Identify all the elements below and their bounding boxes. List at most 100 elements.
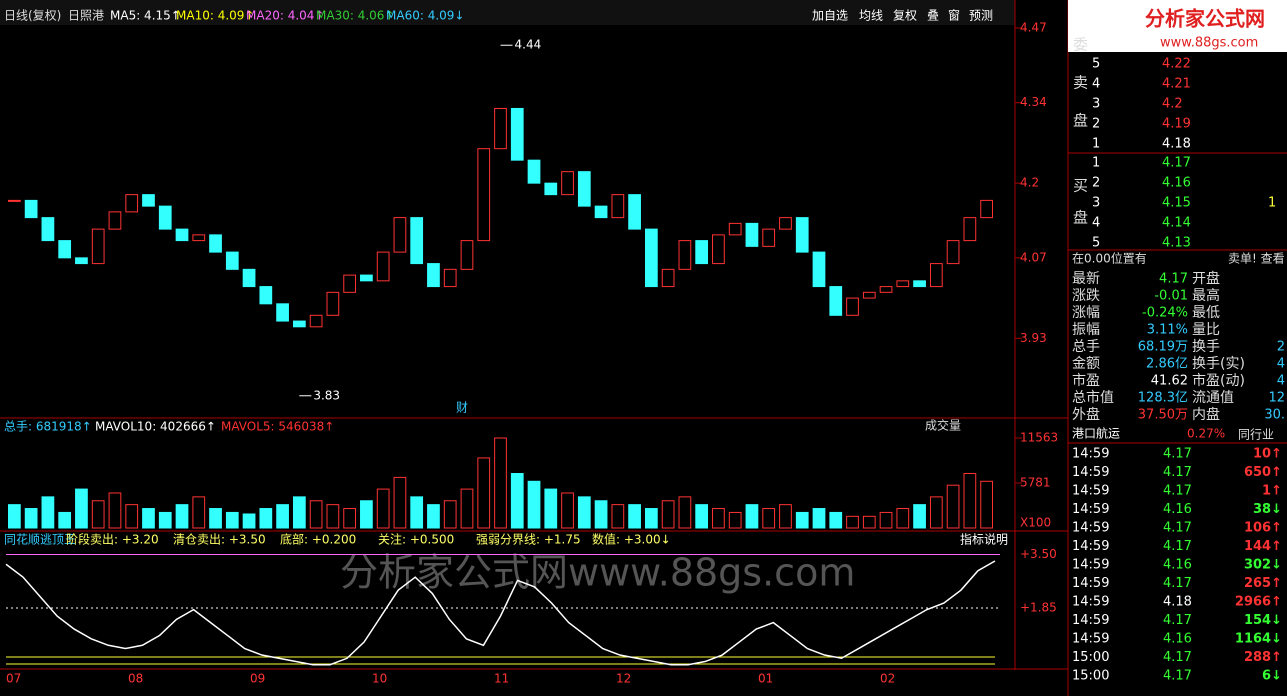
volume-bar [745,504,759,529]
x-tick-label: 10 [372,672,387,686]
candle [795,217,809,253]
candle [879,286,893,293]
trade-time: 14:59 [1072,447,1109,462]
candle [460,240,474,270]
candle [108,211,122,230]
volume-bar [862,515,876,529]
volume-bar [896,508,910,529]
candle [913,280,926,288]
toolbar-button[interactable]: 叠 [927,9,939,23]
volume-bar [879,511,893,529]
volume-bar [75,488,88,529]
y-tick-label: +1.85 [1020,601,1057,615]
volume-bar [309,500,323,529]
bid-extra: 1 [1268,196,1276,211]
bid-price: 4.16 [1162,176,1191,191]
candle [577,171,591,207]
x-tick-label: 11 [494,672,509,686]
toolbar-button[interactable]: 预测 [969,9,993,23]
candle [225,251,239,270]
trade-price: 4.17 [1163,650,1192,665]
level: 2 [1092,117,1100,132]
period: 日线(复权) [4,9,61,23]
marker: 财 [456,401,468,415]
ma-label: MA20: 4.04↑ [246,9,324,23]
indicator-header: 强弱分界线: +1.75 [476,533,581,547]
quote-tail: 30. [1264,408,1285,423]
bid-price: 4.13 [1162,236,1191,251]
candle [326,291,340,316]
trade-volume: 2966↑ [1235,595,1282,610]
sector-button[interactable]: 同行业 [1238,428,1274,442]
toolbar-button[interactable]: 复权 [893,9,917,23]
trade-time: 14:59 [1072,484,1109,499]
quote-label: 总市值 [1072,389,1114,406]
volume-bar [678,496,692,529]
volume-bar [980,480,993,529]
y-tick-label: 11563 [1020,431,1058,445]
ma-label: MA5: 4.15↑ [110,9,181,23]
candle [142,194,155,207]
side-label: 盘 [1073,209,1088,227]
quote-label: 换手(实) [1192,355,1245,372]
volume-bar [963,473,977,529]
volume-bar [846,515,859,529]
y-tick-label: 5781 [1020,476,1051,490]
candle [661,268,675,288]
quote-tail: 2 [1277,340,1285,355]
quote-label: 开盘 [1192,270,1220,287]
candle [527,159,541,184]
trade-volume: 288↑ [1244,650,1282,665]
indicator-header: 关注: +0.500 [378,532,454,547]
high-label: 4.44 [515,38,542,52]
y-tick-label: 4.34 [1020,95,1047,109]
x-tick-label: 01 [758,672,773,686]
candle [477,148,491,242]
toolbar-button[interactable]: 均线 [859,9,883,23]
quote-value: 4.17 [1159,272,1188,287]
trade-time: 14:59 [1072,613,1109,628]
toolbar-button[interactable]: 窗 [948,9,960,23]
candle [628,194,641,230]
x-tick-label: 02 [880,672,895,686]
trade-volume: 10↑ [1253,447,1282,462]
bid-price: 4.14 [1162,216,1191,231]
volume-bar [628,504,641,529]
volume-bar [946,484,960,529]
quote-label: 最低 [1192,305,1220,321]
trade-time: 14:59 [1072,502,1109,517]
level: 1 [1092,137,1100,152]
stock-name: 日照港 [68,9,104,23]
sector-change: 0.27% [1187,427,1225,441]
indicator-header: 数值: +3.00↓ [592,532,671,547]
candle [929,263,943,288]
volume-bar [477,457,491,529]
indicator-header: 同花顺逃顶王 [4,532,76,547]
volume-bar [561,492,574,529]
volume-bar [393,476,407,529]
trade-price: 4.17 [1163,576,1192,591]
y-tick-label: 4.47 [1020,21,1047,35]
trade-volume: 6↓ [1262,669,1282,684]
trade-volume: 265↑ [1244,576,1282,591]
toolbar-button[interactable]: 加自选 [812,9,848,23]
volume-bar [795,511,809,529]
trade-time: 14:59 [1072,595,1109,610]
notice-link[interactable]: 卖单! 查看 [1228,252,1285,266]
volume-bar [326,504,340,529]
indicator-button[interactable]: 指标说明 [960,532,1008,547]
volume-bar [192,496,206,529]
quote-label: 市盈 [1072,372,1100,389]
side-label: 盘 [1073,112,1088,130]
candle [611,194,625,219]
bid-price: 4.15 [1162,196,1191,211]
candle [8,199,21,202]
volume-bar [360,500,373,529]
volume-button[interactable]: 成交量 [925,418,961,433]
volume-bar [343,508,357,529]
volume-bar [427,504,440,529]
volume-bar [209,508,222,529]
volume-bar [510,473,524,529]
